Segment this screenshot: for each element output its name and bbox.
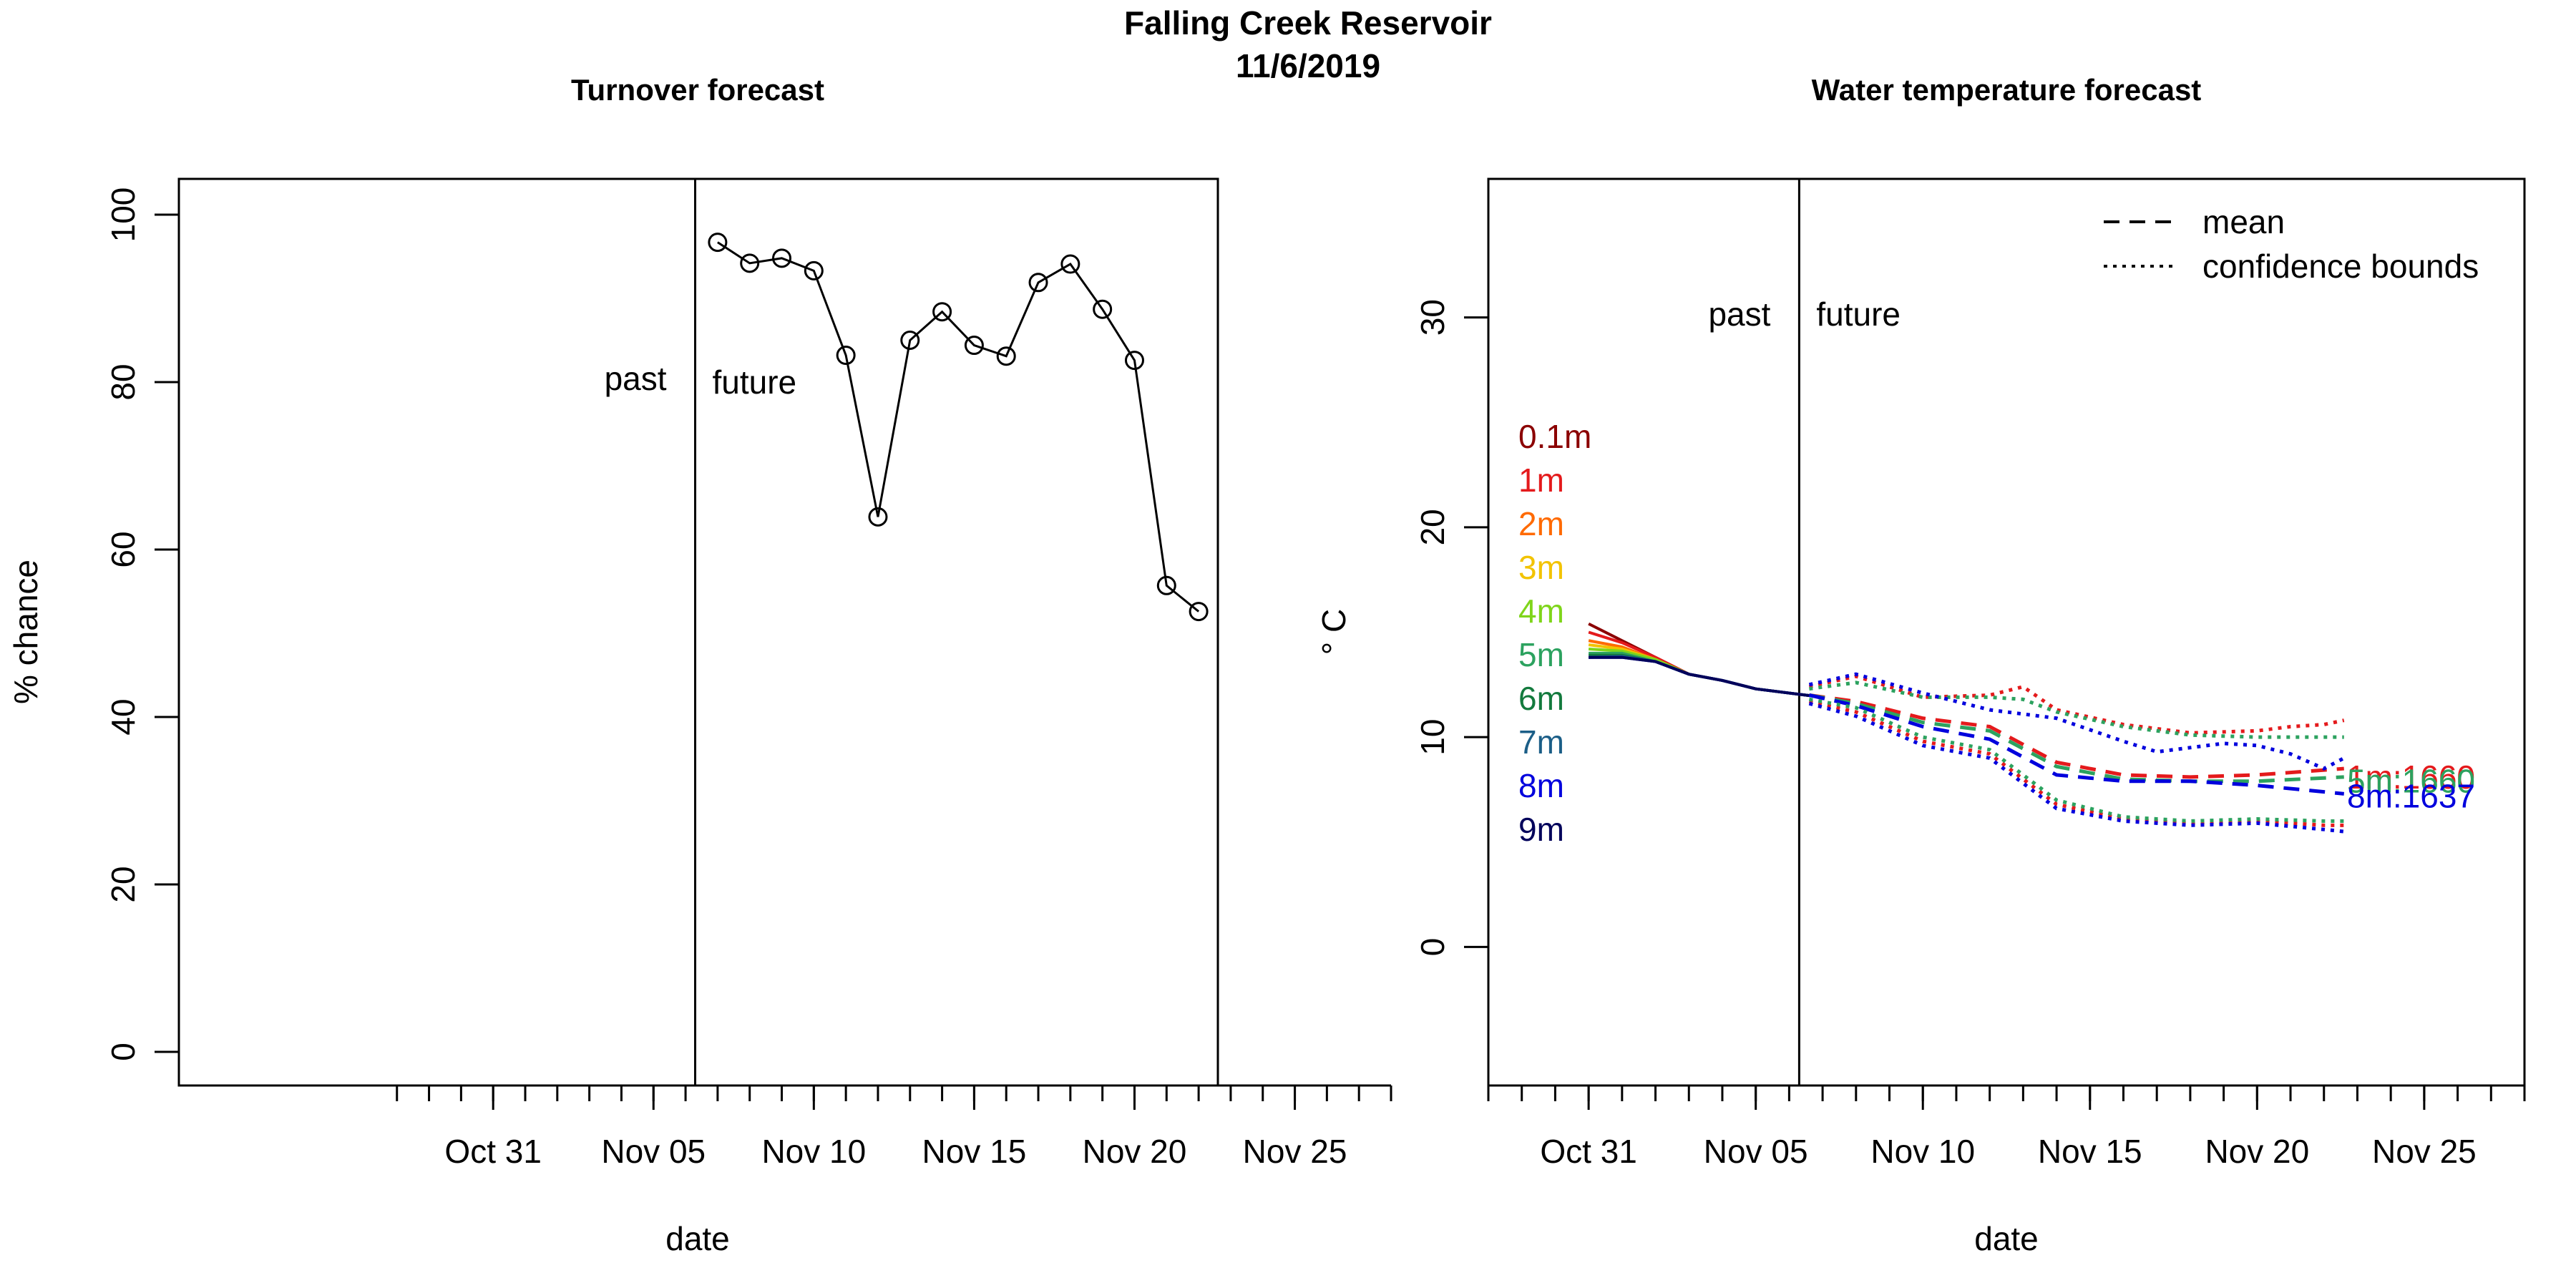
y-tick-label: 60: [104, 531, 142, 567]
turnover-point: [836, 346, 856, 366]
y-tick-label: 20: [1414, 509, 1451, 545]
forecast-line-1m-upper: [1808, 674, 2345, 735]
turnover-point: [996, 346, 1016, 366]
turnover-point: [964, 336, 984, 356]
turnover-point: [1189, 602, 1209, 622]
forecast-line-5m-upper: [1809, 680, 2344, 739]
x-tick-label: Oct 31: [444, 1133, 542, 1170]
depth-label: 7m: [1518, 723, 1564, 761]
turnover-point: [1028, 273, 1048, 293]
temperature-y-axis: 0 10 20 30: [1414, 299, 1490, 957]
turnover-plot-frame: [177, 177, 1219, 1087]
y-tick-label: 40: [104, 698, 142, 735]
depth-label: 8m: [1518, 767, 1564, 804]
temperature-x-axis-label: date: [1974, 1220, 2039, 1257]
y-tick-label: 80: [104, 364, 142, 400]
turnover-y-axis: 0 20 40 60 80 100: [104, 187, 180, 1061]
legend-mean-label: mean: [2202, 203, 2285, 240]
observed-line-5m: [1589, 651, 1823, 699]
legend-confidence-label: confidence bounds: [2202, 248, 2479, 285]
turnover-future-label: future: [713, 364, 797, 401]
turnover-point: [868, 507, 888, 527]
figure-subtitle: 11/6/2019: [1236, 47, 1380, 84]
x-tick-label: Nov 05: [601, 1133, 706, 1170]
depth-label: 3m: [1518, 549, 1564, 586]
turnover-panel: Turnover forecast Oct 31 Nov 05 Nov 10 Nov …: [7, 73, 1392, 1257]
temperature-past-label: past: [1708, 296, 1770, 333]
x-tick-label: Nov 20: [1083, 1133, 1187, 1170]
x-tick-label: Nov 05: [1704, 1133, 1808, 1170]
forecast-line-8m-lower: [1808, 701, 2345, 834]
turnover-point: [1156, 575, 1176, 595]
series-end-label: 8m:1637: [2347, 777, 2475, 814]
turnover-point: [740, 253, 760, 273]
y-tick-label: 0: [104, 1043, 142, 1061]
x-tick-label: Nov 10: [761, 1133, 866, 1170]
temperature-chart-title: Water temperature forecast: [1812, 73, 2202, 107]
series-end-label: 5m:1660: [2347, 763, 2475, 800]
forecast-line-5m-lower: [1808, 697, 2344, 823]
depth-label: 1m: [1518, 462, 1564, 499]
depth-labels: 0.1m 1m 2m 3m 4m 5m 6m 7m 8m 9m: [1518, 418, 1591, 848]
turnover-point: [708, 233, 728, 253]
turnover-past-label: past: [605, 360, 667, 397]
forecast-line-1m-mean: [1809, 693, 2344, 779]
figure-title: Falling Creek Reservoir: [1124, 4, 1492, 42]
x-tick-label: Nov 20: [2205, 1133, 2309, 1170]
temperature-plot-area: [1588, 179, 2345, 1085]
x-tick-label: Nov 10: [1870, 1133, 1975, 1170]
turnover-point: [1093, 299, 1113, 319]
observed-line-1m: [1588, 630, 1823, 699]
depth-label: 0.1m: [1518, 418, 1591, 455]
turnover-plot-area: [694, 179, 1209, 1085]
observed-line-9m: [1589, 655, 1823, 699]
x-tick-label: Nov 25: [2372, 1133, 2477, 1170]
depth-label: 4m: [1518, 592, 1564, 630]
depth-label: 5m: [1518, 636, 1564, 673]
temperature-panel: Water temperature forecast Oct 31 Nov 05 N…: [1315, 73, 2526, 1257]
x-tick-label: Nov 15: [2038, 1133, 2142, 1170]
forecast-line-1m-lower: [1808, 699, 2344, 827]
temperature-future-label: future: [1816, 296, 1901, 333]
x-tick-label: Oct 31: [1540, 1133, 1637, 1170]
turnover-point: [932, 302, 952, 322]
turnover-point: [1060, 254, 1080, 274]
turnover-point: [804, 260, 824, 280]
forecast-line-8m-mean: [1808, 693, 2345, 796]
depth-label: 6m: [1518, 680, 1564, 717]
series-end-label: 1m:1660: [2347, 758, 2475, 796]
turnover-x-axis-label: date: [665, 1220, 730, 1257]
depth-label: 2m: [1518, 505, 1564, 542]
turnover-point: [772, 248, 792, 268]
depth-label: 9m: [1518, 811, 1564, 848]
turnover-point: [900, 331, 920, 350]
turnover-y-axis-label: % chance: [7, 560, 44, 704]
turnover-point: [1124, 351, 1144, 371]
observed-line-0_1m: [1588, 622, 1823, 699]
turnover-x-axis: Oct 31 Nov 05 Nov 10 Nov 15 Nov 20 Nov 25: [396, 1084, 1392, 1170]
turnover-chart-title: Turnover forecast: [571, 73, 824, 107]
y-tick-label: 20: [104, 866, 142, 902]
y-tick-label: 100: [104, 187, 142, 243]
forecast-line-5m-mean: [1808, 693, 2344, 784]
temperature-y-axis-label: ° C: [1315, 609, 1352, 655]
y-tick-label: 30: [1414, 299, 1451, 336]
temperature-plot-frame: [1487, 177, 2526, 1087]
temperature-legend: mean confidence bounds: [2104, 203, 2479, 285]
temperature-x-axis: Oct 31 Nov 05 Nov 10 Nov 15 Nov 20 Nov 25: [1487, 1084, 2526, 1170]
turnover-series-line: [717, 241, 1200, 613]
x-tick-label: Nov 25: [1243, 1133, 1347, 1170]
x-tick-label: Nov 15: [922, 1133, 1027, 1170]
y-tick-label: 0: [1414, 938, 1451, 957]
y-tick-label: 10: [1414, 719, 1451, 756]
forecast-line-8m-upper: [1808, 672, 2345, 771]
